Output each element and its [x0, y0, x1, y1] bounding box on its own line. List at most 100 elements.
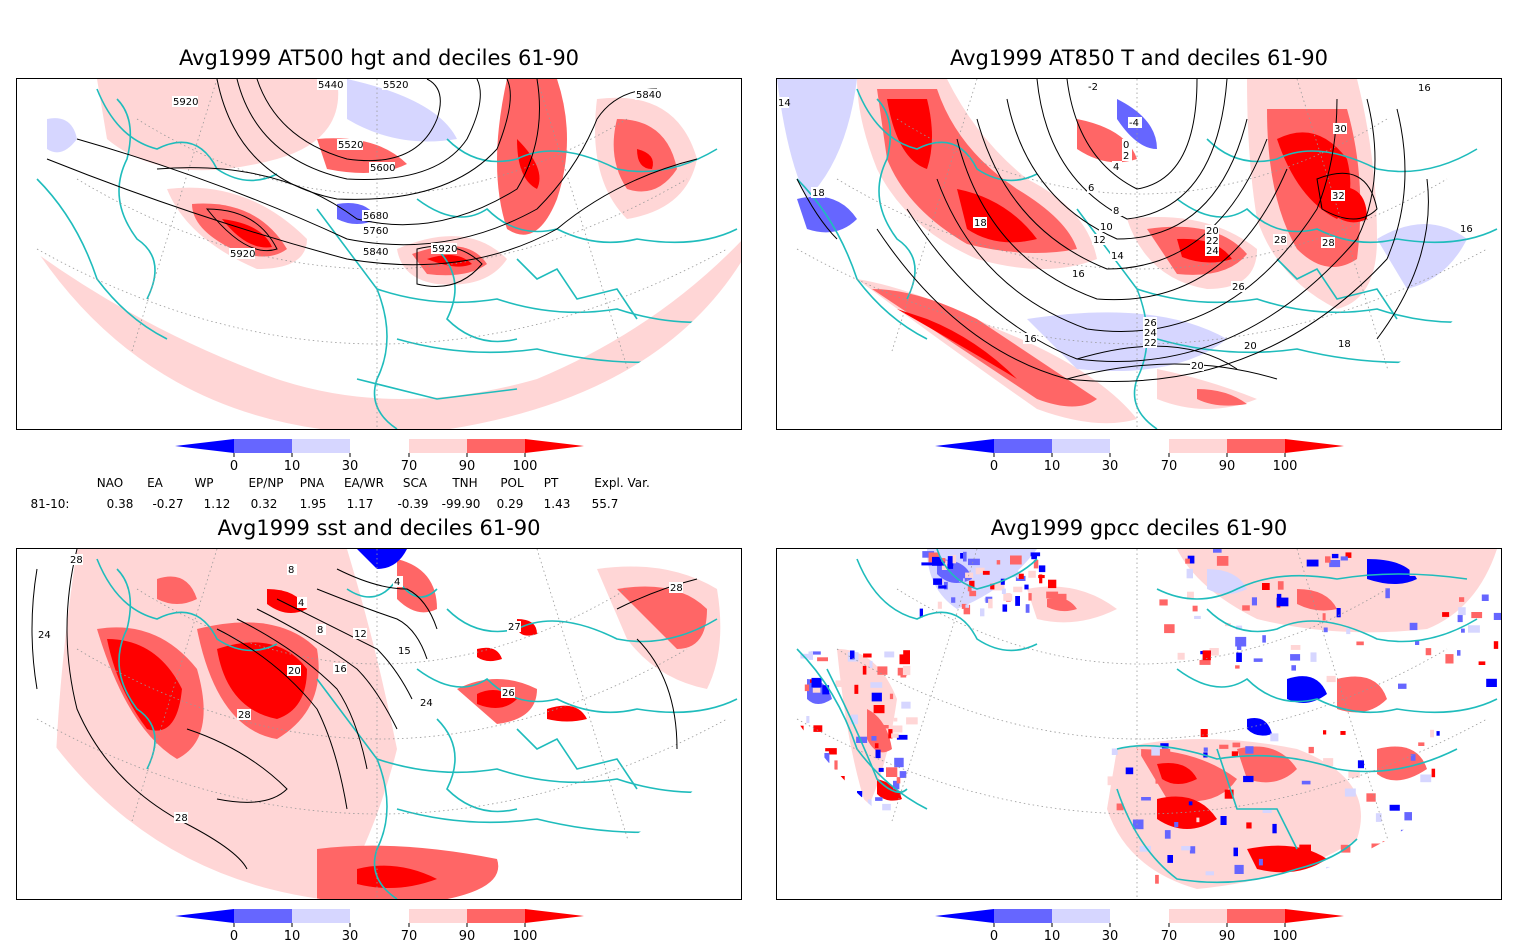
contour-label: -4: [1129, 118, 1139, 129]
precip-decile-cell: [1356, 641, 1364, 646]
precip-decile-cell: [1031, 555, 1037, 560]
index-value: 0.38: [106, 497, 134, 511]
precip-decile-cell: [921, 562, 933, 566]
legend-tick: 90: [1218, 459, 1236, 474]
precip-decile-cell: [1478, 661, 1486, 665]
precip-decile-cell: [1024, 584, 1029, 590]
precip-decile-cell: [893, 717, 898, 722]
precip-decile-cell: [896, 777, 901, 784]
precip-decile-cell: [1398, 683, 1407, 689]
precip-decile-cell: [888, 729, 893, 739]
precip-decile-cell: [1382, 841, 1392, 849]
precip-decile-cell: [979, 572, 991, 583]
index-value: -99.90: [441, 497, 481, 511]
precip-decile-cell: [937, 561, 945, 566]
precip-decile-cell: [1187, 555, 1195, 564]
contour-label: 15: [398, 646, 411, 657]
precip-decile-cell: [1216, 556, 1229, 566]
precip-decile-cell: [1236, 625, 1243, 630]
precip-decile-cell: [861, 771, 872, 781]
precip-decile-cell: [946, 563, 954, 569]
precip-decile-cell: [1409, 567, 1415, 576]
precip-decile-cell: [1371, 843, 1382, 852]
precip-decile-cell: [990, 583, 995, 590]
precip-decile-cell: [1290, 654, 1301, 661]
precip-decile-cell: [867, 799, 872, 807]
precip-decile-cell: [1458, 607, 1466, 616]
precip-decile-cell: [1430, 729, 1434, 738]
index-value: 1.12: [203, 497, 231, 511]
precip-decile-cell: [1159, 599, 1168, 606]
precip-decile-cell: [826, 802, 834, 807]
precip-decile-cell: [980, 608, 985, 617]
precip-decile-cell: [1486, 678, 1497, 687]
contour-label: 28: [175, 813, 188, 824]
precip-decile-cell: [1188, 801, 1193, 806]
legend-swatch-30-70: [350, 439, 409, 453]
precip-decile-cell: [1357, 760, 1364, 769]
contour-label: 2: [1123, 151, 1129, 162]
precip-decile-cell: [854, 804, 861, 809]
precip-decile-cell: [932, 556, 942, 566]
index-value: 0.29: [496, 497, 524, 511]
precip-decile-cell: [1203, 747, 1208, 752]
precip-decile-cell: [1003, 593, 1013, 601]
precip-decile-cell: [1033, 559, 1039, 569]
precip-decile-cell: [894, 757, 904, 768]
index-header: WP: [194, 476, 214, 490]
precip-decile-cell: [1196, 817, 1200, 823]
precip-decile-cell: [969, 590, 977, 597]
contour-label: 18: [974, 218, 987, 229]
precip-decile-cell: [877, 666, 888, 675]
precip-decile-cell: [812, 687, 821, 693]
precip-decile-cell: [1366, 793, 1376, 802]
precip-decile-cell: [1039, 574, 1043, 584]
precip-decile-cell: [1125, 767, 1134, 775]
precip-decile-cell: [1164, 830, 1171, 839]
precip-decile-cell: [881, 725, 889, 729]
precip-decile-cell: [1253, 658, 1263, 662]
legend-swatch-above-100: [1285, 439, 1344, 453]
contour-label: 30: [1334, 124, 1347, 135]
legend-tick: 30: [341, 459, 359, 474]
panel-title-gpcc: Avg1999 gpcc deciles 61-90: [990, 516, 1288, 540]
precip-decile-cell: [1224, 789, 1234, 799]
precip-decile-cell: [951, 597, 956, 603]
precip-decile-cell: [1167, 855, 1173, 863]
precip-decile-cell: [1001, 588, 1006, 594]
precip-decile-cell: [1181, 846, 1191, 851]
precip-decile-cell: [1151, 746, 1162, 756]
precip-decile-cell: [1155, 778, 1160, 784]
legend-tick: 90: [458, 459, 476, 474]
contour-label: 22: [1206, 236, 1219, 247]
contour-label: 22: [1144, 338, 1157, 349]
legend-tick: 0: [989, 459, 999, 474]
index-value: 1.17: [346, 497, 374, 511]
contour-label: 26: [1232, 282, 1245, 293]
precip-decile-cell: [906, 717, 918, 725]
precip-decile-cell: [1192, 605, 1198, 612]
contour-label: 12: [354, 629, 367, 640]
precip-decile-cell: [1262, 635, 1266, 643]
contour-label: 8: [1113, 206, 1119, 217]
precip-decile-cell: [969, 580, 975, 588]
legend-tick: 10: [1043, 459, 1061, 474]
precip-decile-cell: [1141, 797, 1151, 801]
precip-decile-cell: [1030, 552, 1041, 557]
precip-decile-cell: [897, 667, 908, 676]
legend-tick: 70: [1160, 929, 1178, 944]
contour-label: 32: [1332, 191, 1345, 202]
precip-decile-cell: [1409, 622, 1418, 631]
contour-label: 5600: [370, 163, 395, 174]
precip-decile-cell: [893, 780, 900, 790]
precip-decile-cell: [1346, 628, 1351, 635]
index-header: TNH: [452, 476, 478, 490]
index-header: EA/WR: [343, 476, 385, 490]
precip-decile-cell: [1326, 866, 1330, 872]
precip-decile-cell: [1429, 822, 1436, 828]
contour-label: 20: [288, 666, 301, 677]
precip-decile-cell: [819, 771, 829, 779]
legend-swatch-30-70: [350, 909, 409, 923]
legend-swatch-below-0: [175, 439, 234, 453]
precip-decile-cell: [1028, 593, 1032, 601]
